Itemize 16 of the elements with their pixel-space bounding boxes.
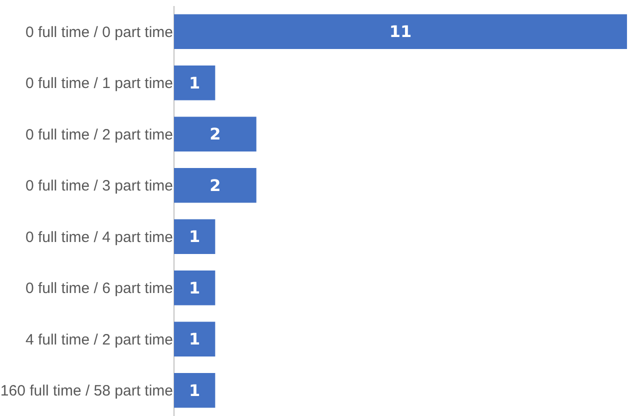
data-label: 1 xyxy=(189,278,200,298)
data-label: 1 xyxy=(189,330,200,349)
y-tick-label: 4 full time / 2 part time xyxy=(25,331,173,348)
y-tick-label: 0 full time / 0 part time xyxy=(25,24,173,41)
data-label: 11 xyxy=(389,22,412,42)
y-tick-label: 0 full time / 4 part time xyxy=(25,228,173,246)
y-tick-label: 160 full time / 58 part time xyxy=(0,382,173,400)
data-label: 1 xyxy=(189,380,200,400)
y-tick-label: 0 full time / 6 part time xyxy=(25,280,173,298)
data-label: 1 xyxy=(189,227,200,246)
y-tick-label: 0 full time / 1 part time xyxy=(25,75,173,92)
y-tick-label: 0 full time / 2 part time xyxy=(25,126,173,144)
data-label: 2 xyxy=(210,124,221,144)
y-tick-label: 0 full time / 3 part time xyxy=(25,178,173,195)
data-label: 2 xyxy=(210,176,221,195)
data-label: 1 xyxy=(189,73,200,92)
